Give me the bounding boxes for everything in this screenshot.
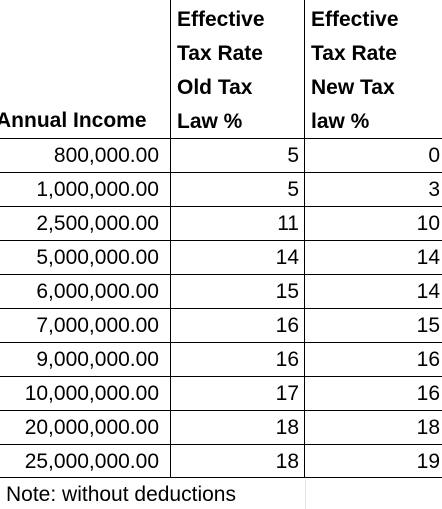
cell-new-rate[interactable]: 15 [416,314,440,337]
note-row: Note: without deductions [0,480,442,509]
table-row: 800,000.00 5 0 [0,138,442,172]
note-cell[interactable]: Note: without deductions [6,483,236,506]
cell-annual-income[interactable]: 20,000,000.00 [0,411,171,444]
cell-old-rate[interactable]: 14 [171,241,305,274]
cell-old-rate[interactable]: 18 [171,411,305,444]
cell-new-rate[interactable]: 0 [428,144,440,167]
cell-annual-income[interactable]: 5,000,000.00 [0,241,171,274]
table-row: 25,000,000.00 18 19 [0,444,442,478]
cell-old-rate[interactable]: 11 [171,207,305,240]
header-new-tax-rate[interactable]: Effective Tax Rate New Tax law % [305,0,442,138]
table-row: 20,000,000.00 18 18 [0,410,442,444]
cell-new-rate[interactable]: 10 [416,212,440,235]
cell-old-rate[interactable]: 16 [171,309,305,342]
header-old-tax-rate[interactable]: Effective Tax Rate Old Tax Law % [171,0,305,138]
cell-new-rate[interactable]: 16 [416,348,440,371]
cell-annual-income[interactable]: 1,000,000.00 [0,173,171,206]
header-annual-income-label: Annual Income [0,109,147,132]
cell-new-rate[interactable]: 18 [416,416,440,439]
gridline-divider [305,480,306,509]
cell-annual-income[interactable]: 2,500,000.00 [0,207,171,240]
cell-old-rate[interactable]: 15 [171,275,305,308]
header-new-line: Tax Rate [311,42,397,65]
table-row: 1,000,000.00 5 3 [0,172,442,206]
table-body: 800,000.00 5 0 1,000,000.00 5 3 2,500,00… [0,138,442,478]
header-new-line: law % [311,110,370,133]
cell-annual-income[interactable]: 6,000,000.00 [0,275,171,308]
cell-old-rate[interactable]: 18 [171,445,305,478]
cell-new-rate[interactable]: 19 [416,450,440,473]
cell-annual-income[interactable]: 7,000,000.00 [0,309,171,342]
cell-new-rate[interactable]: 14 [416,246,440,269]
table-row: 5,000,000.00 14 14 [0,240,442,274]
cell-annual-income[interactable]: 25,000,000.00 [0,445,171,478]
cell-old-rate[interactable]: 5 [171,139,305,172]
cell-annual-income[interactable]: 800,000.00 [0,139,171,172]
cell-old-rate[interactable]: 16 [171,343,305,376]
cell-old-rate[interactable]: 5 [171,173,305,206]
cell-old-rate[interactable]: 17 [171,377,305,410]
cell-new-rate[interactable]: 14 [416,280,440,303]
header-old-line: Law % [177,110,243,133]
cell-annual-income[interactable]: 9,000,000.00 [0,343,171,376]
cell-new-rate[interactable]: 3 [428,178,440,201]
header-new-line: Effective [311,8,399,31]
header-old-line: Old Tax [177,76,253,99]
header-new-line: New Tax [311,76,395,99]
table-row: 9,000,000.00 16 16 [0,342,442,376]
header-annual-income[interactable]: Annual Income [0,0,171,138]
table-row: 2,500,000.00 11 10 [0,206,442,240]
header-old-line: Effective [177,8,265,31]
table-row: 7,000,000.00 16 15 [0,308,442,342]
table-row: 10,000,000.00 17 16 [0,376,442,410]
cell-new-rate[interactable]: 16 [416,382,440,405]
header-old-line: Tax Rate [177,42,263,65]
header-row: Annual Income Effective Tax Rate Old Tax… [0,0,442,138]
table-row: 6,000,000.00 15 14 [0,274,442,308]
cell-annual-income[interactable]: 10,000,000.00 [0,377,171,410]
